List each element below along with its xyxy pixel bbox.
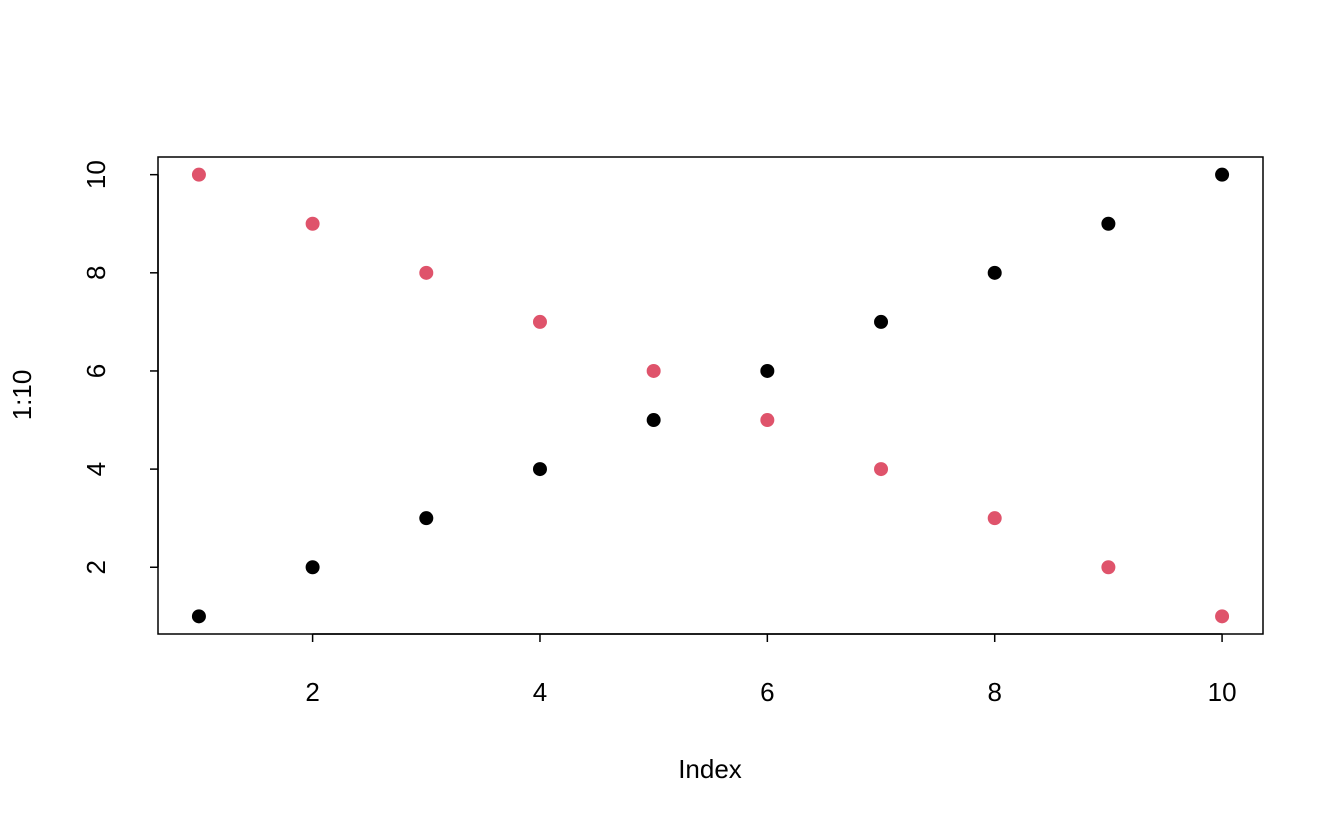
point — [419, 265, 434, 280]
point — [987, 511, 1002, 526]
point — [191, 167, 206, 182]
point — [760, 363, 775, 378]
point — [646, 363, 661, 378]
point — [1101, 216, 1116, 231]
x-tick-label: 8 — [987, 677, 1001, 707]
point — [874, 462, 889, 477]
point — [646, 413, 661, 428]
point — [1101, 560, 1116, 575]
point — [305, 216, 320, 231]
point — [532, 314, 547, 329]
point — [760, 413, 775, 428]
point — [987, 265, 1002, 280]
point — [191, 609, 206, 624]
point — [1215, 609, 1230, 624]
point — [305, 560, 320, 575]
plot-frame — [157, 156, 1264, 635]
y-tick-label: 8 — [81, 266, 111, 280]
y-tick-label: 10 — [81, 160, 111, 189]
x-tick-label: 4 — [533, 677, 547, 707]
x-tick-label: 6 — [760, 677, 774, 707]
y-tick-label: 6 — [81, 364, 111, 378]
point — [874, 314, 889, 329]
point — [532, 462, 547, 477]
x-axis-label: Index — [678, 754, 742, 784]
point — [1215, 167, 1230, 182]
y-tick-label: 2 — [81, 560, 111, 574]
y-tick-label: 4 — [81, 462, 111, 476]
y-axis-label: 1:10 — [7, 370, 37, 421]
x-tick-label: 2 — [305, 677, 319, 707]
point — [419, 511, 434, 526]
x-tick-label: 10 — [1208, 677, 1237, 707]
